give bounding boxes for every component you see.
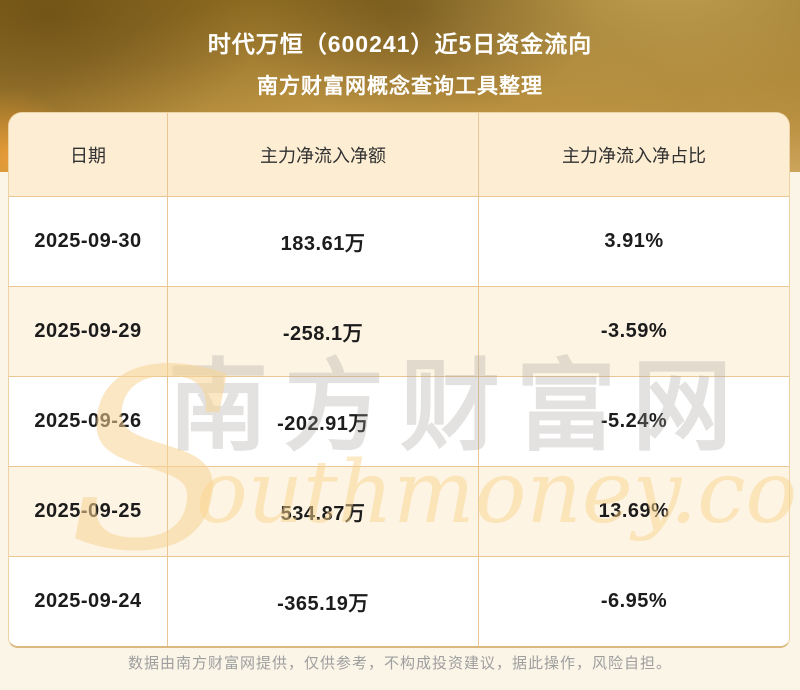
table-row: 2025-09-25 534.87万 13.69% — [9, 466, 789, 556]
cell-date: 2025-09-25 — [34, 500, 142, 522]
cell-ratio: 3.91% — [478, 197, 789, 286]
cell-amount: -258.1万 — [167, 287, 478, 376]
cell-date: 2025-09-26 — [34, 410, 142, 432]
banner-titles: 时代万恒（600241）近5日资金流向 南方财富网概念查询工具整理 — [0, 0, 800, 100]
cell-amount: 183.61万 — [167, 197, 478, 286]
cell-ratio: 13.69% — [478, 467, 789, 556]
page-subtitle: 南方财富网概念查询工具整理 — [257, 75, 543, 98]
cell-date: 2025-09-30 — [34, 230, 142, 252]
cell-amount: 534.87万 — [167, 467, 478, 556]
cell-date: 2025-09-29 — [34, 320, 142, 342]
cell-amount: -202.91万 — [167, 377, 478, 466]
table-row: 2025-09-30 183.61万 3.91% — [9, 196, 789, 286]
cell-ratio: -3.59% — [478, 287, 789, 376]
table-row: 2025-09-29 -258.1万 -3.59% — [9, 286, 789, 376]
column-header-ratio: 主力净流入净占比 — [478, 113, 789, 196]
cell-date: 2025-09-24 — [34, 590, 142, 612]
cell-ratio: -6.95% — [478, 557, 789, 646]
column-header-date: 日期 — [70, 145, 106, 166]
page-title: 时代万恒（600241）近5日资金流向 — [207, 31, 593, 57]
column-header-amount: 主力净流入净额 — [167, 113, 478, 196]
table-header-row: 日期 主力净流入净额 主力净流入净占比 — [9, 113, 789, 196]
cell-ratio: -5.24% — [478, 377, 789, 466]
disclaimer-text: 数据由南方财富网提供，仅供参考，不构成投资建议，据此操作，风险自担。 — [127, 655, 672, 672]
cell-amount: -365.19万 — [167, 557, 478, 646]
fund-flow-table: 日期 主力净流入净额 主力净流入净占比 2025-09-30 183.61万 3… — [8, 112, 790, 648]
table-row: 2025-09-24 -365.19万 -6.95% — [9, 556, 789, 646]
table-row: 2025-09-26 -202.91万 -5.24% — [9, 376, 789, 466]
